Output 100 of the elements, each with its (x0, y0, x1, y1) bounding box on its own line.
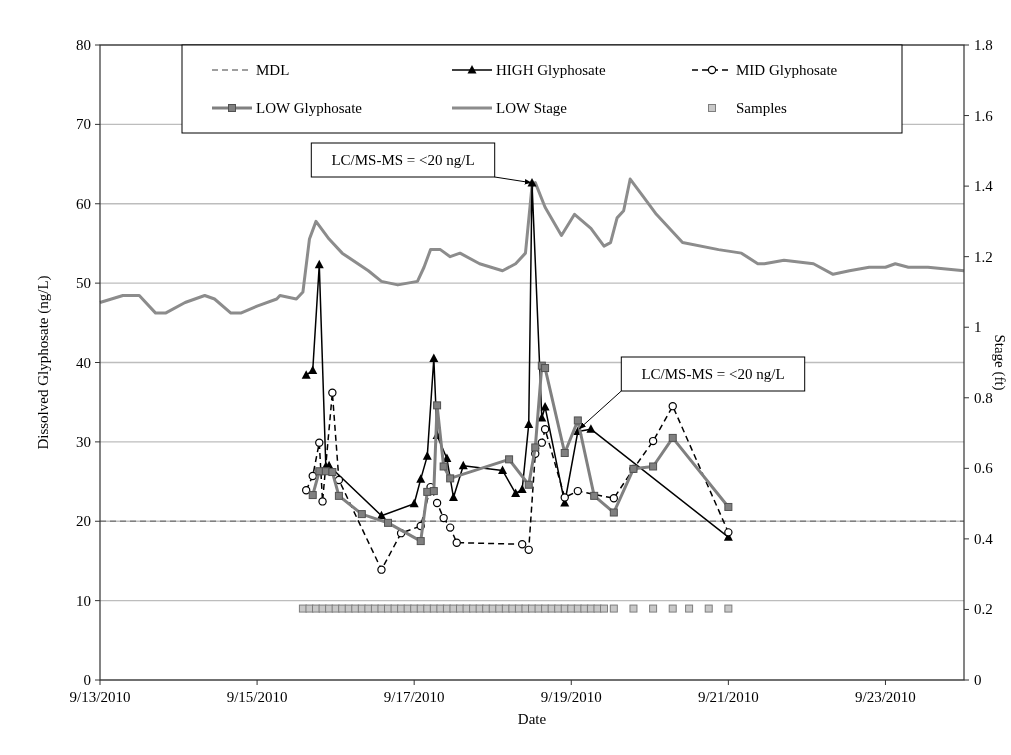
point (409, 498, 419, 508)
point (357, 510, 366, 519)
point (458, 460, 468, 470)
point (524, 480, 533, 489)
point (560, 448, 569, 457)
point (482, 604, 491, 613)
point (445, 523, 455, 532)
point (305, 604, 314, 613)
point (508, 604, 517, 613)
point (410, 604, 419, 613)
point (649, 604, 658, 613)
point (540, 424, 550, 434)
point (423, 487, 432, 496)
legend-label: MDL (256, 62, 290, 78)
x-tick-label: 9/13/2010 (69, 689, 131, 705)
point (429, 353, 439, 363)
y-tick-label: 80 (76, 37, 91, 53)
point (446, 474, 455, 483)
point (524, 545, 533, 555)
annotation: LC/MS-MS = <20 ng/L (331, 152, 475, 168)
point (668, 433, 677, 442)
point (593, 604, 602, 613)
y2-tick-label: 1.8 (974, 37, 993, 53)
legend-label: MID Glyphosate (736, 62, 838, 78)
point (609, 494, 619, 503)
point (567, 604, 576, 613)
point (724, 502, 733, 511)
point (495, 604, 504, 613)
point (416, 537, 425, 546)
point (314, 259, 324, 269)
point (580, 604, 589, 613)
point (439, 462, 448, 471)
point (521, 604, 530, 613)
point (429, 487, 438, 496)
y2-tick-label: 1.6 (974, 107, 994, 124)
point (517, 540, 527, 549)
y-tick-label: 60 (76, 195, 91, 212)
y2-tick-label: 1.4 (974, 178, 994, 195)
point (524, 419, 534, 428)
point (609, 508, 618, 517)
point (308, 471, 317, 481)
point (334, 491, 343, 500)
point (452, 538, 461, 547)
point (554, 604, 563, 613)
y2-tick-label: 0.8 (974, 389, 993, 406)
y2-tick-label: 0.4 (974, 530, 994, 547)
legend-label: LOW Glyphosate (256, 100, 363, 116)
legend-label: Samples (736, 100, 787, 116)
point (331, 604, 340, 613)
point (573, 486, 583, 496)
point (416, 474, 426, 483)
y-tick-label: 0 (83, 672, 91, 688)
y2-tick-label: 0.2 (974, 601, 993, 618)
point (517, 484, 527, 493)
x-tick-label: 9/19/2010 (540, 689, 602, 705)
point (338, 604, 347, 613)
point (724, 604, 733, 613)
x-tick-label: 9/17/2010 (383, 689, 445, 705)
point (328, 468, 337, 477)
point (537, 413, 547, 422)
annotation: LC/MS-MS = <20 ng/L (641, 366, 785, 382)
x-axis-title: Date (517, 711, 547, 727)
point (301, 370, 311, 379)
y2-tick-label: 0 (974, 672, 982, 688)
point (462, 604, 471, 613)
point (629, 604, 638, 613)
point (547, 604, 556, 613)
y-tick-label: 40 (76, 354, 91, 371)
point (403, 604, 412, 613)
point (534, 604, 543, 613)
point (531, 443, 540, 452)
y-axis-title: Dissolved Glyphosate (ng/L) (35, 275, 52, 450)
point (328, 388, 337, 397)
line-series (98, 177, 966, 315)
legend-label: LOW Stage (496, 100, 568, 116)
point (668, 604, 677, 613)
point (649, 462, 658, 471)
point (423, 604, 432, 613)
point (390, 604, 399, 613)
y-tick-label: 20 (76, 513, 91, 530)
y2-tick-label: 1.2 (974, 248, 993, 265)
point (475, 604, 484, 613)
point (377, 565, 386, 574)
point (318, 604, 327, 613)
point (422, 451, 432, 460)
y2-tick-label: 0.6 (974, 460, 994, 477)
y-tick-label: 70 (76, 116, 91, 133)
point (609, 604, 618, 613)
point (432, 498, 442, 508)
point (541, 364, 550, 373)
point (600, 604, 608, 613)
point (560, 493, 569, 502)
y2-tick-label: 1 (974, 319, 982, 336)
point (448, 492, 458, 501)
point (573, 416, 582, 425)
point (351, 604, 360, 613)
x-tick-label: 9/15/2010 (226, 689, 288, 705)
point (668, 401, 677, 411)
point (301, 486, 311, 495)
point (505, 455, 514, 464)
